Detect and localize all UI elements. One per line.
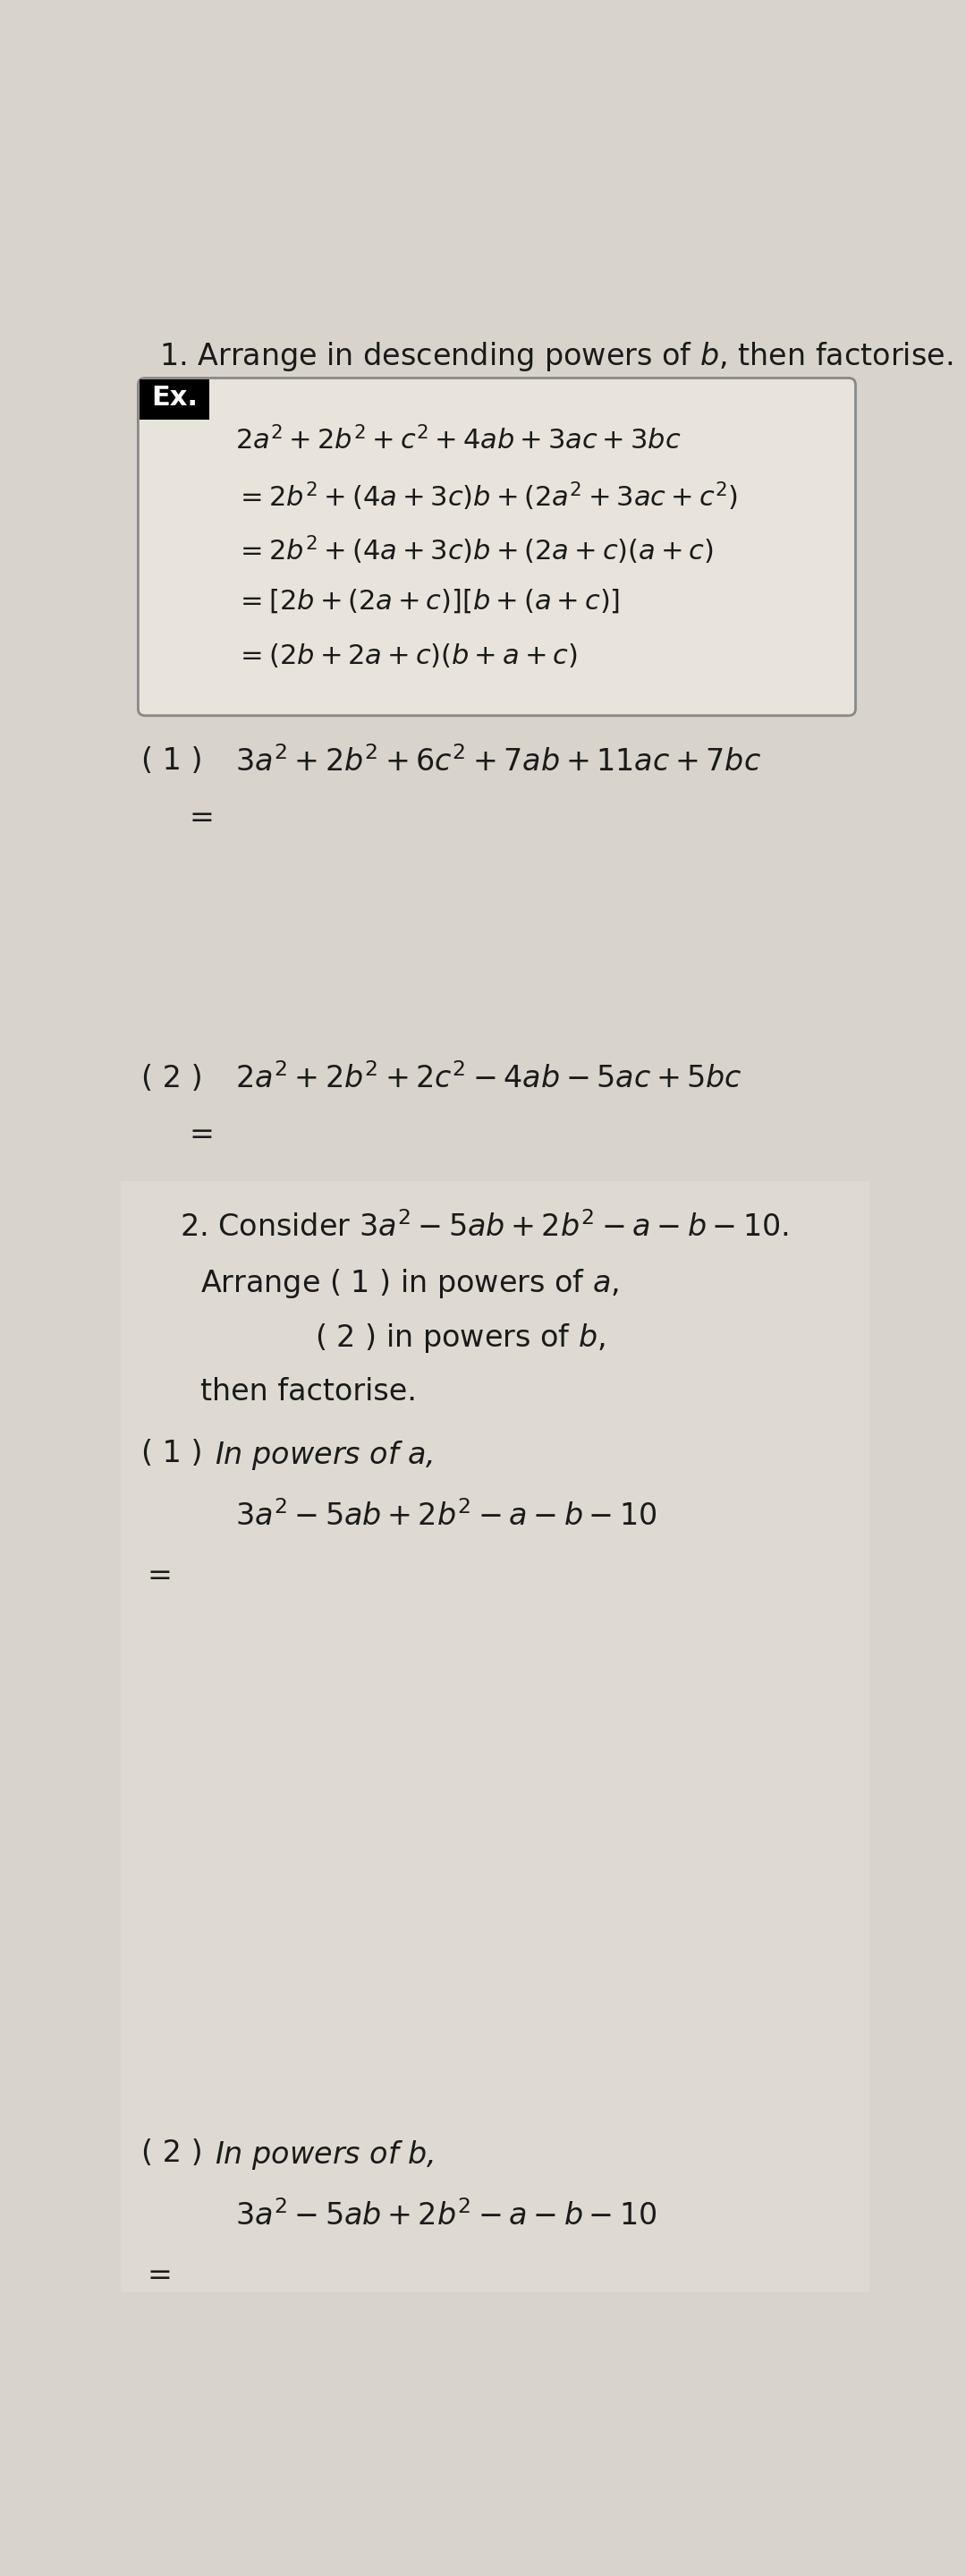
Text: ( 1 ): ( 1 ) bbox=[142, 1440, 203, 1468]
Text: Ex.: Ex. bbox=[152, 384, 198, 410]
Text: Arrange ( 1 ) in powers of $a$,: Arrange ( 1 ) in powers of $a$, bbox=[201, 1267, 619, 1301]
Text: $=$: $=$ bbox=[142, 2259, 171, 2287]
Text: ( 2 ) in powers of $b$,: ( 2 ) in powers of $b$, bbox=[315, 1321, 606, 1355]
Text: 2. Consider $3a^2-5ab+2b^2-a-b-10$.: 2. Consider $3a^2-5ab+2b^2-a-b-10$. bbox=[180, 1211, 788, 1242]
Text: 1. Arrange in descending powers of $b$, then factorise.: 1. Arrange in descending powers of $b$, … bbox=[158, 340, 952, 374]
Text: $=[2b+(2a+c)][b+(a+c)]$: $=[2b+(2a+c)][b+(a+c)]$ bbox=[235, 587, 620, 616]
FancyBboxPatch shape bbox=[139, 379, 210, 420]
Text: $3a^2-5ab+2b^2-a-b-10$: $3a^2-5ab+2b^2-a-b-10$ bbox=[235, 2200, 657, 2231]
Text: ( 1 ): ( 1 ) bbox=[142, 747, 203, 775]
Text: In powers of $a$,: In powers of $a$, bbox=[214, 1440, 433, 1471]
Text: $=2b^2+(4a+3c)b+(2a^2+3ac+c^2)$: $=2b^2+(4a+3c)b+(2a^2+3ac+c^2)$ bbox=[235, 479, 738, 513]
Text: $=(2b+2a+c)(b+a+c)$: $=(2b+2a+c)(b+a+c)$ bbox=[235, 641, 578, 670]
Text: $2a^2+2b^2+c^2+4ab+3ac+3bc$: $2a^2+2b^2+c^2+4ab+3ac+3bc$ bbox=[235, 425, 681, 456]
Text: $=$: $=$ bbox=[184, 801, 213, 832]
FancyBboxPatch shape bbox=[121, 1180, 869, 2293]
Text: $2a^2+2b^2+2c^2-4ab-5ac+5bc$: $2a^2+2b^2+2c^2-4ab-5ac+5bc$ bbox=[235, 1064, 742, 1095]
Text: In powers of $b$,: In powers of $b$, bbox=[214, 2138, 434, 2172]
Text: ( 2 ): ( 2 ) bbox=[142, 1064, 203, 1092]
Text: $3a^2-5ab+2b^2-a-b-10$: $3a^2-5ab+2b^2-a-b-10$ bbox=[235, 1502, 657, 1533]
FancyBboxPatch shape bbox=[138, 379, 856, 716]
Text: $=$: $=$ bbox=[142, 1558, 171, 1589]
Text: $3a^2+2b^2+6c^2+7ab+11ac+7bc$: $3a^2+2b^2+6c^2+7ab+11ac+7bc$ bbox=[235, 747, 761, 778]
Text: $=$: $=$ bbox=[184, 1118, 213, 1149]
Text: $=2b^2+(4a+3c)b+(2a+c)(a+c)$: $=2b^2+(4a+3c)b+(2a+c)(a+c)$ bbox=[235, 533, 714, 567]
Text: ( 2 ): ( 2 ) bbox=[142, 2138, 203, 2169]
Text: then factorise.: then factorise. bbox=[201, 1378, 417, 1406]
